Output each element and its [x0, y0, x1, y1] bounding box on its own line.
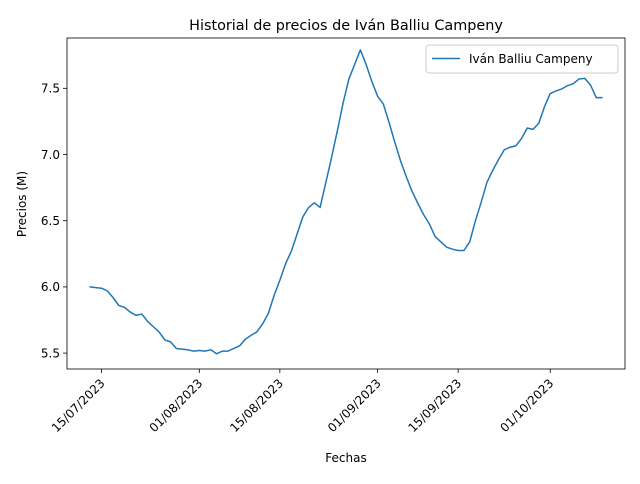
- legend: Iván Balliu Campeny: [425, 44, 619, 74]
- y-tick-label: 6.0: [41, 280, 60, 294]
- legend-label: Iván Balliu Campeny: [469, 52, 593, 66]
- y-tick-label: 6.5: [41, 214, 60, 228]
- y-tick-label: 5.5: [41, 346, 60, 360]
- plot-frame: [66, 37, 626, 370]
- y-axis: 5.5 6.0 6.5 7.0 7.5: [41, 82, 67, 360]
- series-layer: [89, 49, 603, 355]
- y-tick-label: 7.5: [41, 82, 60, 96]
- y-axis-label: Precios (M): [15, 171, 29, 237]
- y-tick-label: 7.0: [41, 148, 60, 162]
- legend-box: [425, 44, 619, 74]
- series-line-0: [89, 49, 603, 355]
- plot-area: [67, 38, 625, 369]
- x-axis-label: Fechas: [325, 451, 366, 465]
- chart-title: Historial de precios de Iván Balliu Camp…: [189, 18, 503, 34]
